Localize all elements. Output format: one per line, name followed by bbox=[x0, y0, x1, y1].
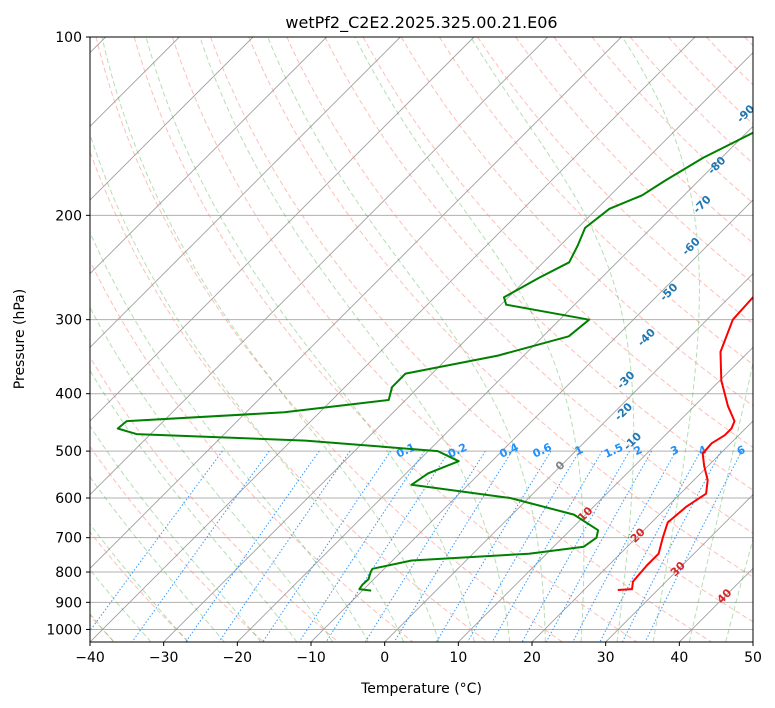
isotherm-line bbox=[384, 273, 753, 642]
y-tick-label: 400 bbox=[55, 387, 82, 403]
isotherm-line bbox=[90, 37, 696, 642]
isotherm-line bbox=[605, 494, 753, 642]
mixing-ratio-line bbox=[393, 450, 513, 642]
moist-adiabat bbox=[90, 476, 225, 642]
mixing-ratio-line bbox=[621, 450, 722, 642]
dry-adiabat bbox=[362, 37, 753, 449]
isotherm-line bbox=[90, 37, 475, 422]
moist-adiabat bbox=[199, 37, 511, 642]
moist-adiabat bbox=[267, 37, 546, 642]
temperature-profile bbox=[617, 295, 753, 591]
y-tick-label: 500 bbox=[55, 444, 82, 460]
moist-adiabat bbox=[725, 537, 753, 642]
y-tick-label: 200 bbox=[55, 208, 82, 224]
y-tick-label: 800 bbox=[55, 565, 82, 581]
y-tick-label: 300 bbox=[55, 313, 82, 329]
isotherm-line bbox=[163, 52, 753, 642]
mixing-ratio-line bbox=[298, 450, 425, 642]
mixing-ratio-line bbox=[572, 450, 677, 642]
x-axis-label: Temperature (°C) bbox=[360, 681, 482, 697]
dry-adiabat bbox=[90, 259, 414, 642]
moist-adiabat bbox=[470, 37, 635, 642]
dry-adiabat bbox=[171, 37, 712, 642]
y-tick-label: 1000 bbox=[46, 622, 82, 638]
dry-adiabat bbox=[324, 37, 753, 491]
mixing-ratio-line bbox=[467, 450, 580, 642]
dry-adiabat bbox=[477, 37, 753, 325]
dry-adiabat bbox=[90, 531, 190, 642]
mixing-ratio-line bbox=[599, 450, 701, 642]
dry-adiabat bbox=[248, 37, 753, 578]
isotherm-line bbox=[90, 37, 548, 496]
dry-adiabat bbox=[90, 150, 488, 642]
mixing-ratio-lines bbox=[90, 450, 743, 642]
isotherm-line bbox=[90, 37, 254, 201]
x-tick-label: −40 bbox=[75, 650, 105, 666]
dry-adiabat bbox=[515, 37, 753, 284]
x-tick-label: 20 bbox=[523, 650, 541, 666]
isotherm-line bbox=[90, 37, 622, 569]
dry-adiabat bbox=[210, 37, 753, 623]
moist-adiabat bbox=[90, 306, 334, 642]
mixing-ratio-line bbox=[185, 450, 320, 642]
dry-adiabat bbox=[95, 37, 563, 642]
x-tick-label: 50 bbox=[744, 650, 762, 666]
moist-adiabat bbox=[145, 37, 475, 642]
moist-adiabat bbox=[90, 425, 262, 642]
isobar-gridlines bbox=[90, 37, 753, 630]
profile-series bbox=[116, 131, 753, 592]
chart-title: wetPf2_C2E2.2025.325.00.21.E06 bbox=[285, 13, 557, 33]
moist-adiabat bbox=[101, 37, 440, 642]
y-axis-ticks: 100 200 300 400 500 600 700 800 900 1000 bbox=[46, 30, 90, 638]
x-tick-label: −20 bbox=[223, 650, 253, 666]
moist-adiabat bbox=[354, 37, 585, 642]
moist-adiabat bbox=[688, 360, 753, 642]
isotherm-line bbox=[531, 420, 753, 642]
dry-adiabat bbox=[400, 37, 753, 407]
mixing-ratio-line bbox=[90, 450, 223, 632]
mixing-ratio-line bbox=[521, 450, 630, 642]
moist-adiabat bbox=[90, 133, 405, 642]
isotherm-lines bbox=[90, 37, 753, 642]
x-tick-label: −30 bbox=[149, 650, 179, 666]
mixing-ratio-line bbox=[364, 450, 486, 642]
mixing-ratio-line bbox=[218, 450, 351, 642]
x-axis-ticks: −40 −30 −20 −10 0 10 20 30 40 50 bbox=[75, 642, 762, 666]
plot-frame bbox=[89, 36, 754, 643]
x-tick-label: 0 bbox=[380, 650, 389, 666]
mixing-ratio-line bbox=[644, 450, 743, 642]
isotherm-line bbox=[458, 346, 753, 642]
x-tick-label: 30 bbox=[597, 650, 615, 666]
dry-adiabat bbox=[286, 37, 753, 534]
x-tick-label: 40 bbox=[670, 650, 688, 666]
y-tick-label: 700 bbox=[55, 531, 82, 547]
mixing-ratio-line bbox=[491, 450, 603, 642]
x-tick-label: 10 bbox=[449, 650, 467, 666]
y-tick-label: 900 bbox=[55, 595, 82, 611]
x-tick-label: −10 bbox=[296, 650, 326, 666]
y-tick-label: 100 bbox=[55, 30, 82, 46]
moist-adiabats bbox=[90, 37, 753, 642]
y-axis-label: Pressure (hPa) bbox=[12, 289, 28, 389]
dry-adiabat bbox=[438, 37, 753, 366]
isotherm-line bbox=[90, 37, 327, 275]
mixing-ratio-line bbox=[131, 450, 270, 642]
moist-adiabat bbox=[90, 231, 369, 642]
dry-adiabat bbox=[90, 445, 264, 642]
y-tick-label: 600 bbox=[55, 491, 82, 507]
moist-adiabat bbox=[622, 37, 700, 642]
dewpoint-profile bbox=[116, 131, 753, 592]
mixing-ratio-line bbox=[545, 450, 653, 642]
isotherm-line bbox=[90, 37, 401, 348]
